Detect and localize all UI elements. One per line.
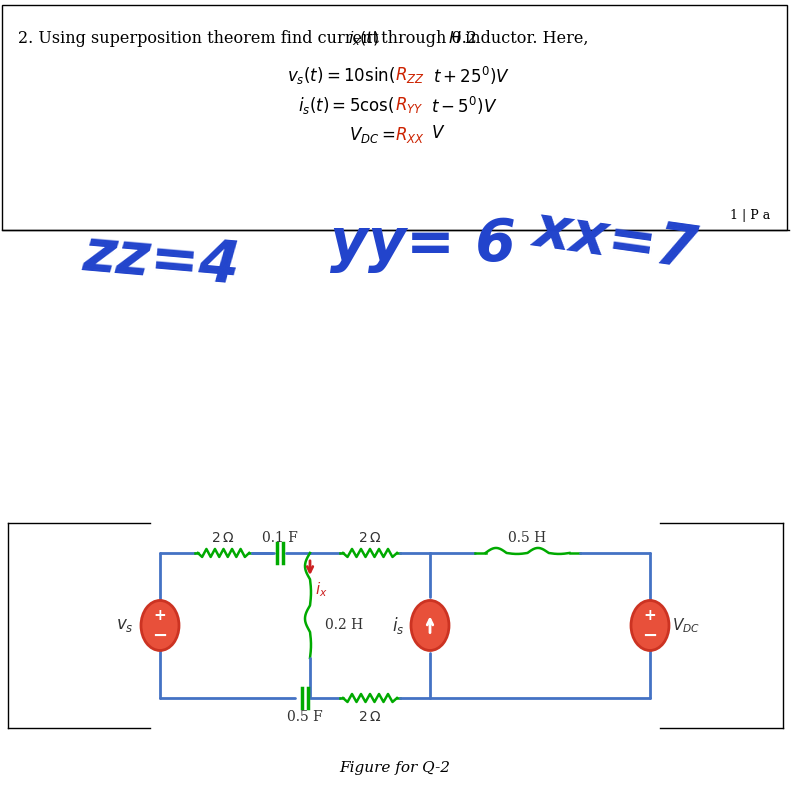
FancyBboxPatch shape xyxy=(2,5,787,230)
Text: $V$: $V$ xyxy=(431,125,445,142)
Text: Figure for Q-2: Figure for Q-2 xyxy=(339,761,451,775)
Text: $2\,\Omega$: $2\,\Omega$ xyxy=(211,531,235,545)
Text: $i_s(t) = 5\cos($: $i_s(t) = 5\cos($ xyxy=(298,95,395,116)
Text: $i_x(t)$: $i_x(t)$ xyxy=(348,30,379,48)
Text: $R_{YY}$: $R_{YY}$ xyxy=(395,95,423,115)
Text: xx=7: xx=7 xyxy=(530,201,701,280)
Text: −: − xyxy=(153,626,168,645)
Text: $V_{DC} = $: $V_{DC} = $ xyxy=(349,125,395,145)
Text: 0.5 F: 0.5 F xyxy=(287,710,323,724)
Text: $v_s$: $v_s$ xyxy=(116,617,134,634)
Text: $v_s(t) = 10\sin($: $v_s(t) = 10\sin($ xyxy=(286,65,395,86)
Text: 1 | P a: 1 | P a xyxy=(730,209,770,222)
Text: +: + xyxy=(644,608,657,623)
Text: 0.1 F: 0.1 F xyxy=(262,531,298,545)
Text: $i_s$: $i_s$ xyxy=(392,615,404,636)
Text: $t - 5^0)V$: $t - 5^0)V$ xyxy=(431,95,498,117)
Text: 0.5 H: 0.5 H xyxy=(508,531,546,545)
Ellipse shape xyxy=(411,600,449,650)
Text: $V_{DC}$: $V_{DC}$ xyxy=(672,616,700,635)
Text: $H$: $H$ xyxy=(448,30,462,47)
Text: $2\,\Omega$: $2\,\Omega$ xyxy=(358,531,381,545)
Text: $2\,\Omega$: $2\,\Omega$ xyxy=(358,710,381,724)
Ellipse shape xyxy=(631,600,669,650)
Text: yy= 6: yy= 6 xyxy=(330,216,516,274)
Text: $i_x$: $i_x$ xyxy=(315,580,327,599)
Text: $t + 25^0)V$: $t + 25^0)V$ xyxy=(433,65,510,87)
Text: 2. Using superposition theorem find current: 2. Using superposition theorem find curr… xyxy=(18,30,384,47)
Text: inductor. Here,: inductor. Here, xyxy=(460,30,589,47)
Text: through 0.2: through 0.2 xyxy=(376,30,482,47)
Text: $R_{ZZ}$: $R_{ZZ}$ xyxy=(395,65,425,85)
Text: zz=4: zz=4 xyxy=(80,224,242,295)
Text: $R_{XX}$: $R_{XX}$ xyxy=(395,125,425,145)
Text: +: + xyxy=(153,608,166,623)
Text: −: − xyxy=(642,626,657,645)
Text: 0.2 H: 0.2 H xyxy=(325,619,363,633)
Ellipse shape xyxy=(141,600,179,650)
